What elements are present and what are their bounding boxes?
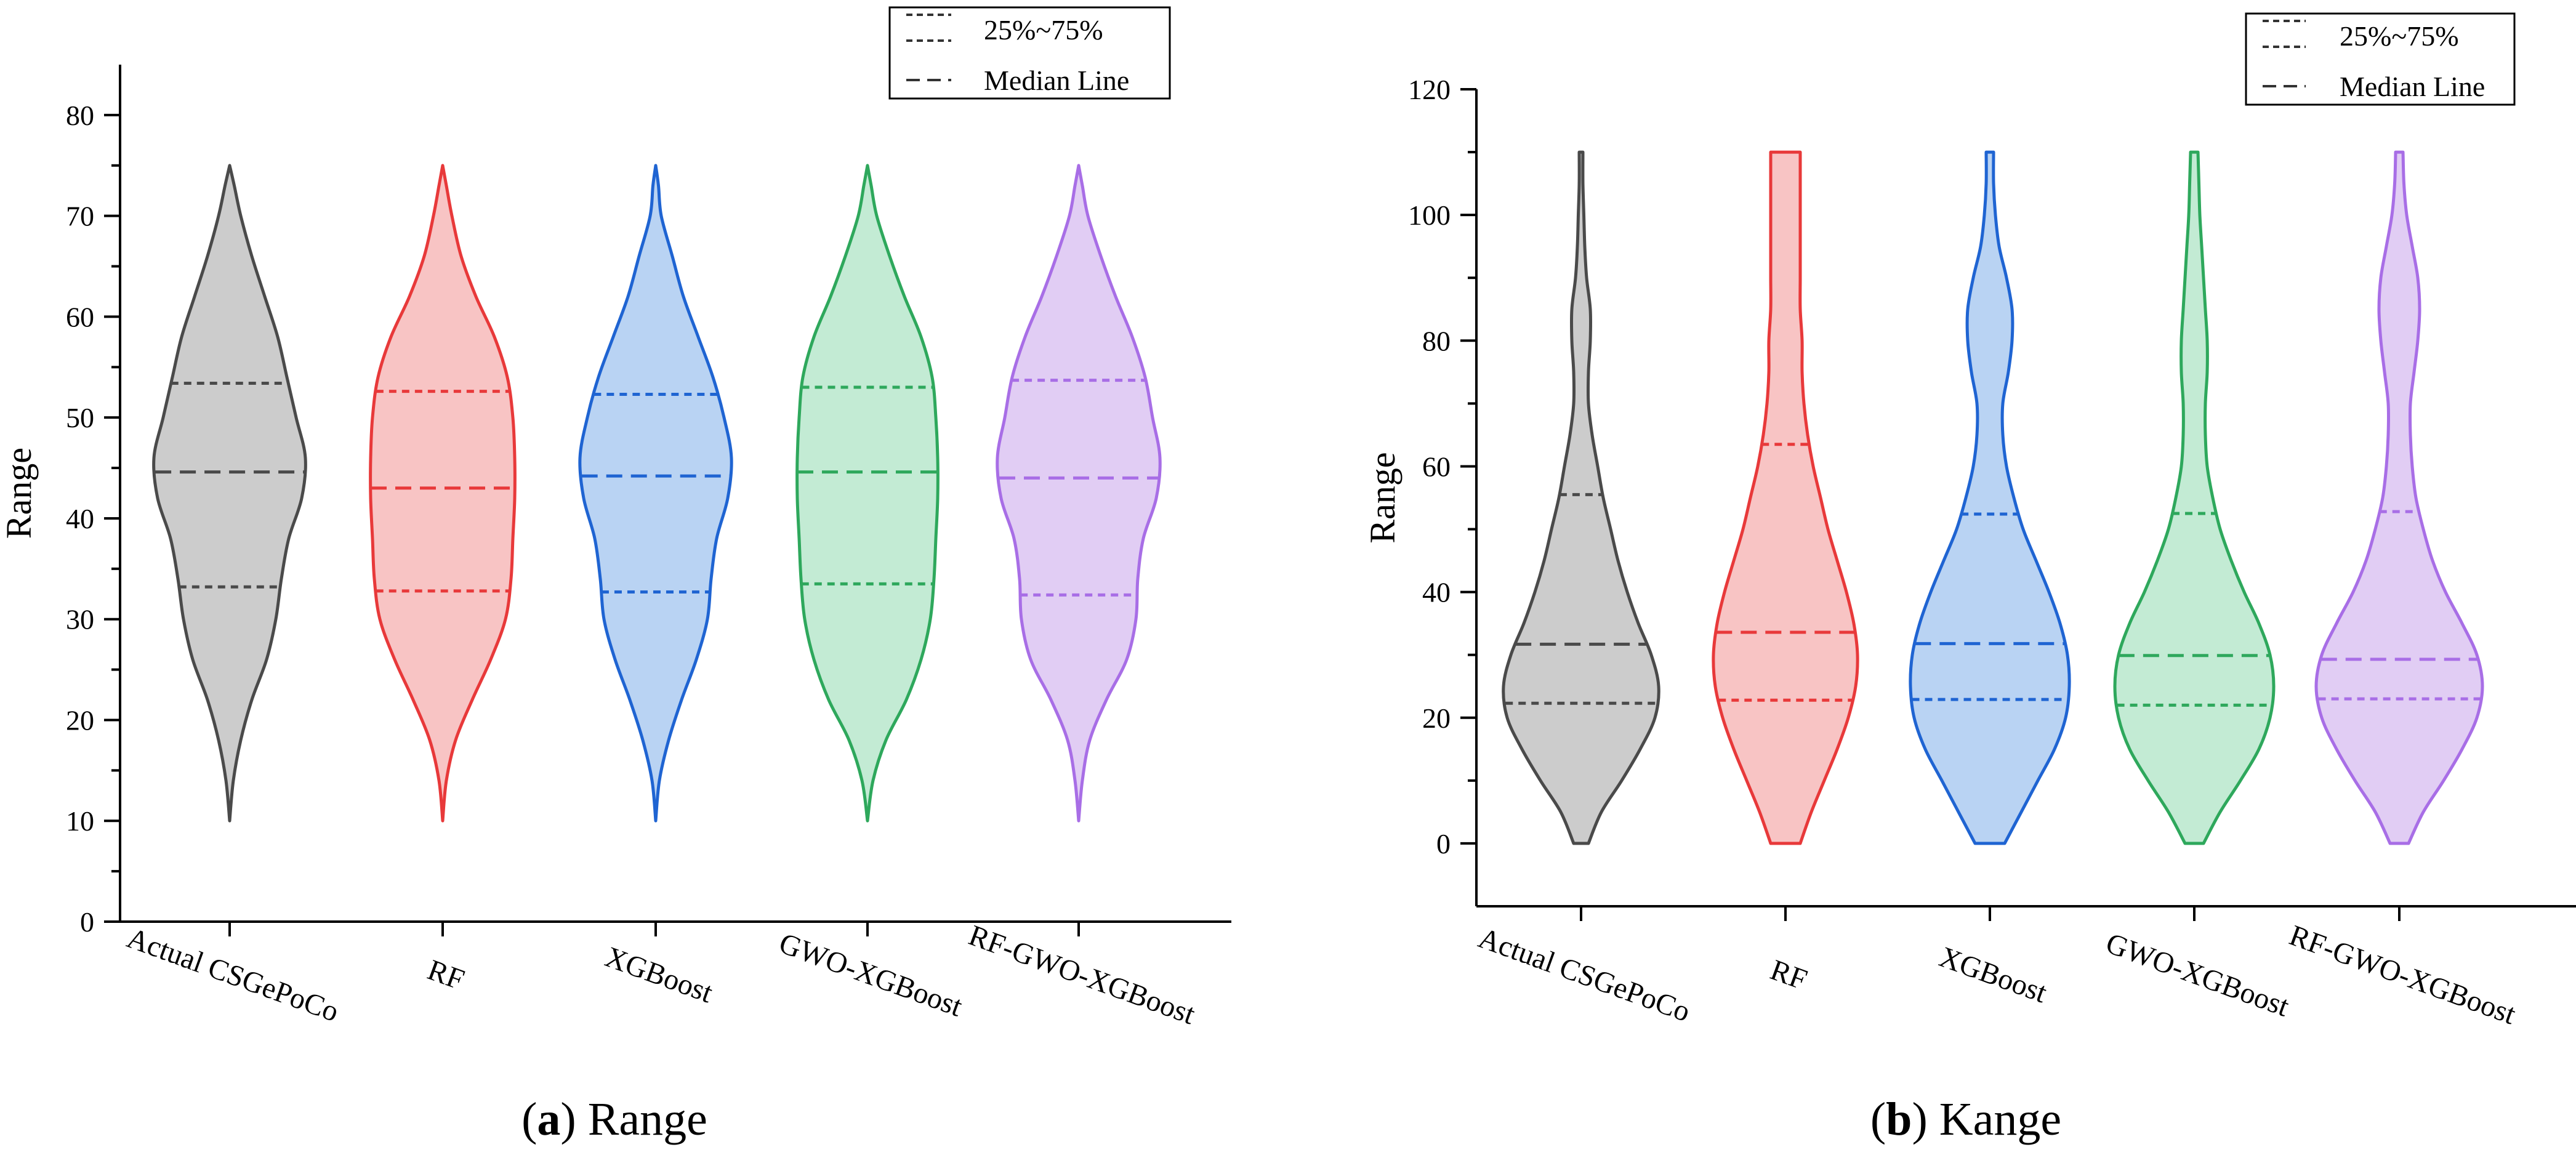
legend-label-quartile: 25%~75% [984, 14, 1103, 46]
x-category-label: RF [1766, 953, 1811, 996]
violin-4 [2113, 150, 2276, 845]
legend: 25%~75% Median Line [2245, 12, 2516, 106]
violin-2 [1712, 150, 1859, 845]
x-category-label: GWO-XGBoost [2102, 927, 2294, 1023]
y-tick-label: 0 [80, 906, 94, 938]
subfigure-caption: (b) Kange [1870, 1093, 2061, 1145]
y-tick-label: 40 [1422, 577, 1451, 608]
caption-text: Range [588, 1093, 707, 1145]
legend-box [888, 6, 1171, 100]
caption-letter: b [1886, 1093, 1912, 1145]
violin-3 [578, 164, 733, 823]
violin-5 [996, 164, 1162, 823]
y-tick-label: 30 [66, 604, 94, 635]
subfigure-caption: (a) Range [521, 1093, 707, 1145]
x-category-label: RF-GWO-XGBoost [2285, 919, 2521, 1031]
y-tick-label: 60 [1422, 451, 1451, 482]
caption-letter: a [537, 1093, 560, 1145]
y-tick-label: 10 [66, 805, 94, 837]
legend-label-quartile: 25%~75% [2340, 20, 2459, 52]
x-category-label: Actual CSGePoCo [123, 922, 343, 1028]
legend: 25%~75% Median Line [888, 6, 1171, 100]
y-tick-label: 80 [66, 100, 94, 131]
x-category-label: Actual CSGePoCo [1474, 922, 1694, 1028]
x-category-label: RF-GWO-XGBoost [965, 919, 1200, 1031]
violin-5 [2314, 150, 2484, 845]
y-tick-label: 50 [66, 402, 94, 433]
x-category-label: RF [424, 953, 469, 996]
y-axis-title: Range [0, 448, 39, 539]
chart-panel-b: 0 20 40 60 80 100 120 Range Actual CSGePoCo RF XGB… [1362, 12, 2576, 1145]
x-category-label: XGBoost [1935, 941, 2051, 1010]
y-tick-label: 100 [1408, 199, 1451, 231]
violin-2 [369, 164, 517, 823]
chart-panel-a: 0 10 20 30 40 50 60 70 80 Range Actual CSGePoCo RF X… [0, 6, 1231, 1145]
violin-1 [1502, 150, 1660, 845]
violin-4 [795, 164, 940, 823]
legend-label-median: Median Line [2340, 71, 2485, 102]
y-tick-label: 80 [1422, 325, 1451, 356]
y-tick-label: 120 [1408, 74, 1451, 105]
x-category-label: GWO-XGBoost [775, 927, 967, 1023]
caption-text: Kange [1939, 1093, 2061, 1145]
violin-1 [152, 164, 307, 823]
y-tick-label: 0 [1436, 828, 1451, 859]
x-category-label: XGBoost [601, 941, 717, 1010]
y-tick-label: 20 [66, 704, 94, 736]
y-tick-label: 20 [1422, 702, 1451, 734]
y-axis-title: Range [1362, 452, 1403, 543]
legend-label-median: Median Line [984, 65, 1129, 96]
y-tick-label: 60 [66, 301, 94, 332]
violin-3 [1909, 150, 2071, 845]
legend-box [2245, 12, 2516, 106]
y-tick-label: 40 [66, 503, 94, 534]
y-tick-label: 70 [66, 201, 94, 232]
